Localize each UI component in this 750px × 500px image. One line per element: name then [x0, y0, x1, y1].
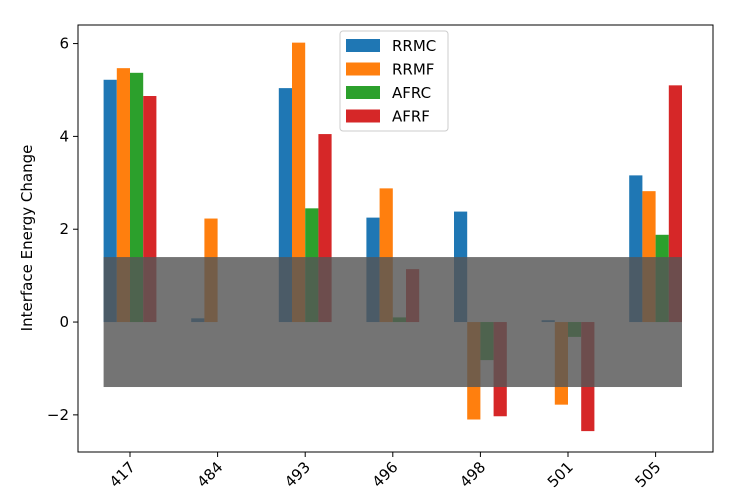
y-tick-label: 6 [59, 35, 69, 53]
plot-frame [77, 24, 714, 453]
shaded-band [103, 257, 683, 388]
legend-box [339, 30, 449, 132]
x-tick-label: 493 [281, 458, 314, 491]
x-tick-label: 501 [544, 458, 577, 491]
x-tick-label: 417 [106, 458, 139, 491]
x-tick-label: 498 [456, 458, 489, 491]
y-tick-label: 0 [59, 313, 69, 331]
legend-label-rrmc: RRMC [392, 37, 436, 55]
legend-label-afrf: AFRF [392, 108, 430, 126]
legend-swatch-afrc [346, 86, 380, 99]
legend-swatch-rrmc [346, 39, 380, 52]
y-tick-label: −2 [47, 406, 69, 424]
legend: RRMC RRMF AFRC AFRF [339, 30, 449, 132]
legend-label-afrc: AFRC [392, 84, 431, 102]
x-tick-label: 484 [193, 458, 226, 491]
y-tick-label: 2 [59, 220, 69, 238]
bar-rrmf-493 [292, 42, 306, 323]
x-tick-label: 496 [369, 458, 402, 491]
y-axis: −2 0 2 4 6 [47, 35, 78, 424]
legend-swatch-afrf [346, 109, 380, 123]
legend-swatch-rrmf [346, 62, 380, 76]
x-axis: 417 484 493 496 498 501 505 [106, 452, 664, 491]
y-axis-label: Interface Energy Change [18, 145, 36, 332]
legend-label-rrmf: RRMF [392, 61, 434, 79]
y-tick-label: 4 [59, 127, 69, 145]
x-tick-label: 505 [631, 458, 664, 491]
